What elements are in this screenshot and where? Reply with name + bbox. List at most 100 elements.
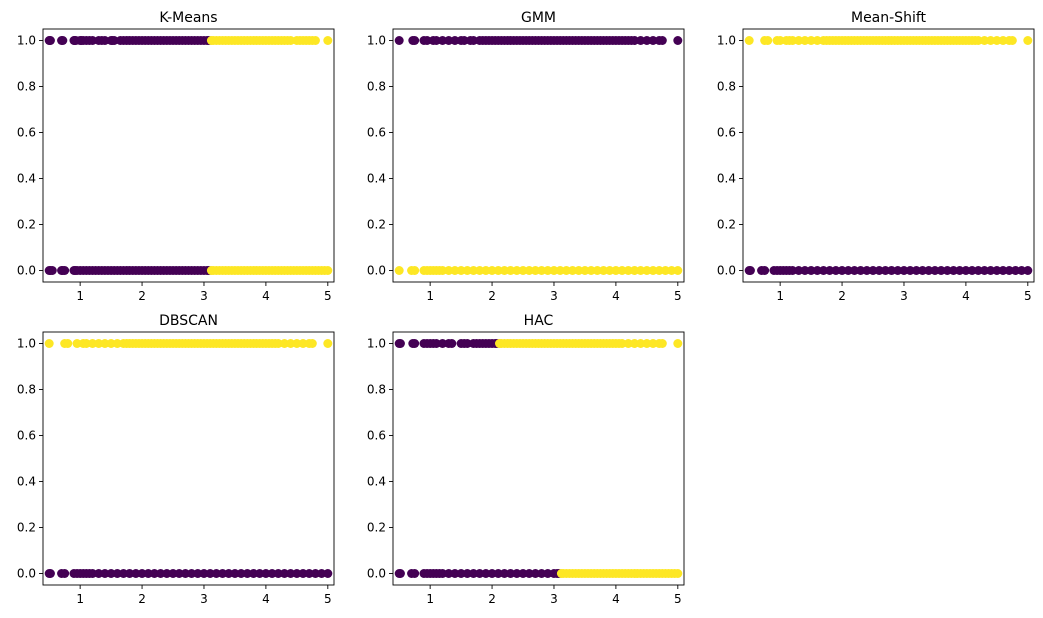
data-point — [273, 569, 283, 578]
y-tick-label: 0.2 — [367, 521, 386, 535]
data-point — [230, 569, 240, 578]
data-point — [468, 569, 478, 578]
data-point — [530, 569, 540, 578]
data-point — [949, 266, 959, 275]
y-tick-label: 0.4 — [717, 172, 736, 186]
data-point — [174, 569, 184, 578]
data-point — [323, 36, 333, 45]
data-point — [1007, 36, 1017, 45]
x-tick-label: 5 — [324, 289, 332, 303]
data-point — [887, 266, 897, 275]
data-point — [63, 339, 73, 348]
data-point — [255, 569, 265, 578]
data-point — [580, 266, 590, 275]
data-point — [986, 266, 996, 275]
data-point — [88, 569, 98, 578]
y-tick-label: 0.4 — [17, 475, 36, 489]
data-point — [422, 36, 432, 45]
x-tick-label: 4 — [962, 289, 970, 303]
data-point — [444, 266, 454, 275]
x-tick-label: 3 — [200, 289, 208, 303]
data-point — [555, 266, 565, 275]
data-point — [279, 339, 289, 348]
data-point — [481, 569, 491, 578]
data-point — [286, 569, 296, 578]
data-point — [60, 569, 70, 578]
data-point — [143, 569, 153, 578]
data-point — [862, 266, 872, 275]
data-point — [812, 36, 822, 45]
y-tick-label: 0.2 — [17, 218, 36, 232]
data-point — [648, 36, 658, 45]
data-point — [930, 266, 940, 275]
axes-frame — [42, 28, 335, 283]
y-tick-label: 0.8 — [367, 383, 386, 397]
data-point — [775, 36, 785, 45]
y-tick-label: 0.0 — [367, 264, 386, 278]
y-tick-label: 0.4 — [367, 475, 386, 489]
data-point — [549, 266, 559, 275]
data-point — [298, 569, 308, 578]
x-tick-label: 2 — [138, 592, 146, 606]
data-point — [487, 266, 497, 275]
data-point — [648, 266, 658, 275]
x-tick-label: 5 — [674, 592, 682, 606]
y-tick-label: 0.6 — [17, 429, 36, 443]
data-point — [524, 266, 534, 275]
data-point — [512, 569, 522, 578]
data-point — [444, 36, 454, 45]
data-point — [518, 569, 528, 578]
y-tick-label: 0.8 — [717, 80, 736, 94]
data-point — [611, 266, 621, 275]
points — [44, 36, 333, 275]
data-point — [438, 339, 448, 348]
y-tick-label: 1.0 — [367, 337, 386, 351]
data-point — [493, 569, 503, 578]
data-point — [249, 569, 259, 578]
data-point — [100, 569, 110, 578]
chart-panel-5: HAC 1 2 3 4 5 0.0 0.2 0.4 0.6 0.8 1.0 — [367, 313, 685, 606]
data-point — [763, 36, 773, 45]
y-tick-label: 0.2 — [367, 218, 386, 232]
x-tick-label: 1 — [76, 289, 84, 303]
data-point — [47, 266, 57, 275]
x-tick-label: 2 — [138, 289, 146, 303]
data-point — [518, 266, 528, 275]
data-point — [395, 569, 405, 578]
data-point — [323, 569, 333, 578]
data-point — [456, 266, 466, 275]
data-point — [788, 36, 798, 45]
x-tick-label: 3 — [550, 592, 558, 606]
chart-title: GMM — [521, 10, 556, 26]
data-point — [410, 569, 420, 578]
data-point — [193, 569, 203, 578]
x-tick-label: 4 — [612, 289, 620, 303]
data-point — [512, 266, 522, 275]
data-point — [88, 339, 98, 348]
data-point — [586, 266, 596, 275]
data-point — [58, 36, 68, 45]
data-point — [88, 36, 98, 45]
data-point — [310, 36, 320, 45]
data-point — [106, 569, 116, 578]
data-point — [180, 569, 190, 578]
data-point — [745, 266, 755, 275]
x-tick-label: 3 — [900, 289, 908, 303]
x-tick-label: 5 — [1024, 289, 1032, 303]
data-point — [487, 569, 497, 578]
data-point — [524, 569, 534, 578]
axes-frame — [392, 331, 685, 586]
data-point — [874, 266, 884, 275]
data-point — [806, 266, 816, 275]
x-tick-label: 4 — [612, 592, 620, 606]
data-point — [955, 266, 965, 275]
data-point — [125, 569, 135, 578]
data-point — [450, 266, 460, 275]
data-point — [242, 569, 252, 578]
data-point — [506, 569, 516, 578]
chart-panel-2: GMM 1 2 3 4 5 0.0 0.2 0.4 0.6 0.8 1.0 — [367, 10, 685, 303]
points — [744, 36, 1033, 275]
x-tick-label: 4 — [262, 592, 270, 606]
data-point — [673, 36, 683, 45]
